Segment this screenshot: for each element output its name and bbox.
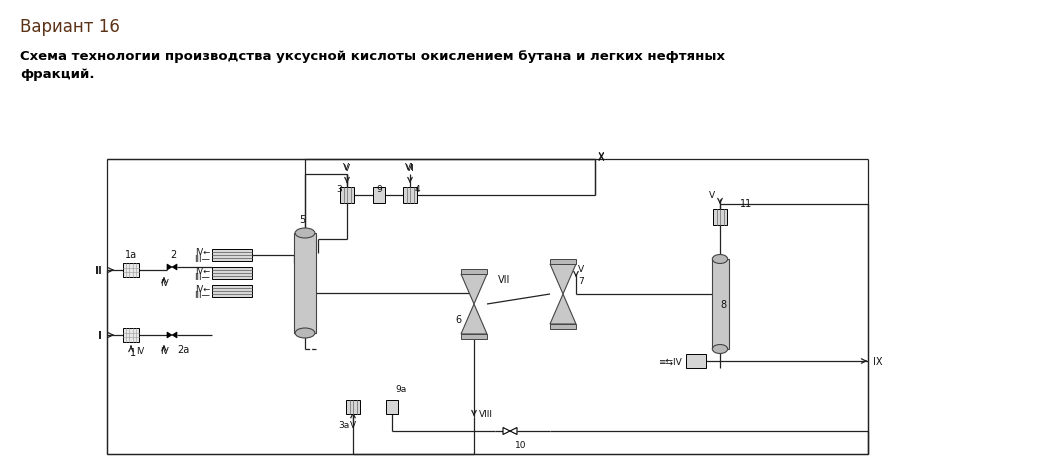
Text: I: I (99, 330, 101, 340)
Bar (212, 249, 252, 261)
Polygon shape (461, 275, 487, 304)
Text: V: V (350, 420, 356, 429)
Polygon shape (510, 427, 517, 435)
Text: IV←: IV← (195, 266, 210, 275)
Text: 8: 8 (720, 299, 726, 309)
Polygon shape (461, 304, 487, 334)
Text: 9а: 9а (395, 385, 406, 394)
Text: фракций.: фракций. (20, 68, 94, 81)
Polygon shape (503, 427, 510, 435)
Bar (122, 328, 139, 342)
Text: III—: III— (194, 291, 210, 300)
Ellipse shape (295, 228, 315, 238)
Text: VIII: VIII (479, 410, 493, 418)
Text: II: II (95, 266, 101, 276)
Text: III—: III— (194, 273, 210, 282)
Text: 9: 9 (376, 185, 382, 194)
Text: 2а: 2а (177, 344, 189, 354)
Text: V: V (344, 164, 350, 173)
Text: 2: 2 (170, 249, 176, 259)
Ellipse shape (295, 328, 315, 338)
Text: IV: IV (136, 347, 144, 356)
Polygon shape (550, 294, 576, 324)
Text: IV: IV (160, 279, 168, 288)
Text: I: I (99, 330, 102, 340)
Text: VI: VI (405, 162, 413, 171)
Bar (294, 234, 316, 333)
Text: IV: IV (160, 347, 168, 356)
Bar (212, 286, 252, 298)
Text: 4: 4 (414, 185, 419, 194)
Text: X: X (598, 152, 604, 162)
Bar (686, 354, 706, 368)
Text: 11: 11 (740, 198, 753, 208)
Text: 1: 1 (130, 347, 136, 357)
Text: Вариант 16: Вариант 16 (20, 18, 119, 36)
Bar (550, 259, 576, 265)
Polygon shape (550, 265, 576, 294)
Bar (346, 400, 360, 414)
Bar (461, 269, 487, 275)
Text: 1а: 1а (125, 249, 137, 259)
Polygon shape (167, 265, 172, 270)
Text: III—: III— (194, 255, 210, 264)
Bar (340, 188, 354, 204)
Bar (713, 209, 727, 226)
Text: 10: 10 (515, 441, 526, 449)
Text: 3а: 3а (338, 421, 350, 430)
Text: 3: 3 (336, 185, 342, 194)
Text: Схема технологии производства уксусной кислоты окислением бутана и легких нефтян: Схема технологии производства уксусной к… (20, 50, 725, 63)
Ellipse shape (712, 255, 728, 264)
Text: 7: 7 (578, 276, 583, 285)
Text: IV←: IV← (195, 284, 210, 293)
Text: VI: VI (406, 164, 414, 173)
Bar (711, 259, 729, 349)
Text: 6: 6 (455, 314, 461, 324)
Bar (461, 334, 487, 339)
Text: IX: IX (873, 356, 882, 366)
Polygon shape (172, 332, 177, 338)
Bar (373, 188, 385, 204)
Text: II: II (97, 266, 102, 276)
Bar (386, 400, 398, 414)
Ellipse shape (712, 345, 728, 354)
Text: V: V (709, 191, 715, 200)
Text: V: V (578, 265, 584, 274)
Polygon shape (172, 265, 177, 270)
Bar (550, 324, 576, 329)
Text: 5: 5 (299, 215, 305, 225)
Bar (403, 188, 417, 204)
Text: ≡⇆IV: ≡⇆IV (658, 357, 682, 366)
Text: VII: VII (498, 275, 511, 284)
Bar (122, 263, 139, 278)
Text: V: V (343, 162, 349, 171)
Bar (212, 268, 252, 279)
Text: IV←: IV← (195, 248, 210, 257)
Polygon shape (167, 332, 172, 338)
Text: X: X (598, 153, 604, 163)
